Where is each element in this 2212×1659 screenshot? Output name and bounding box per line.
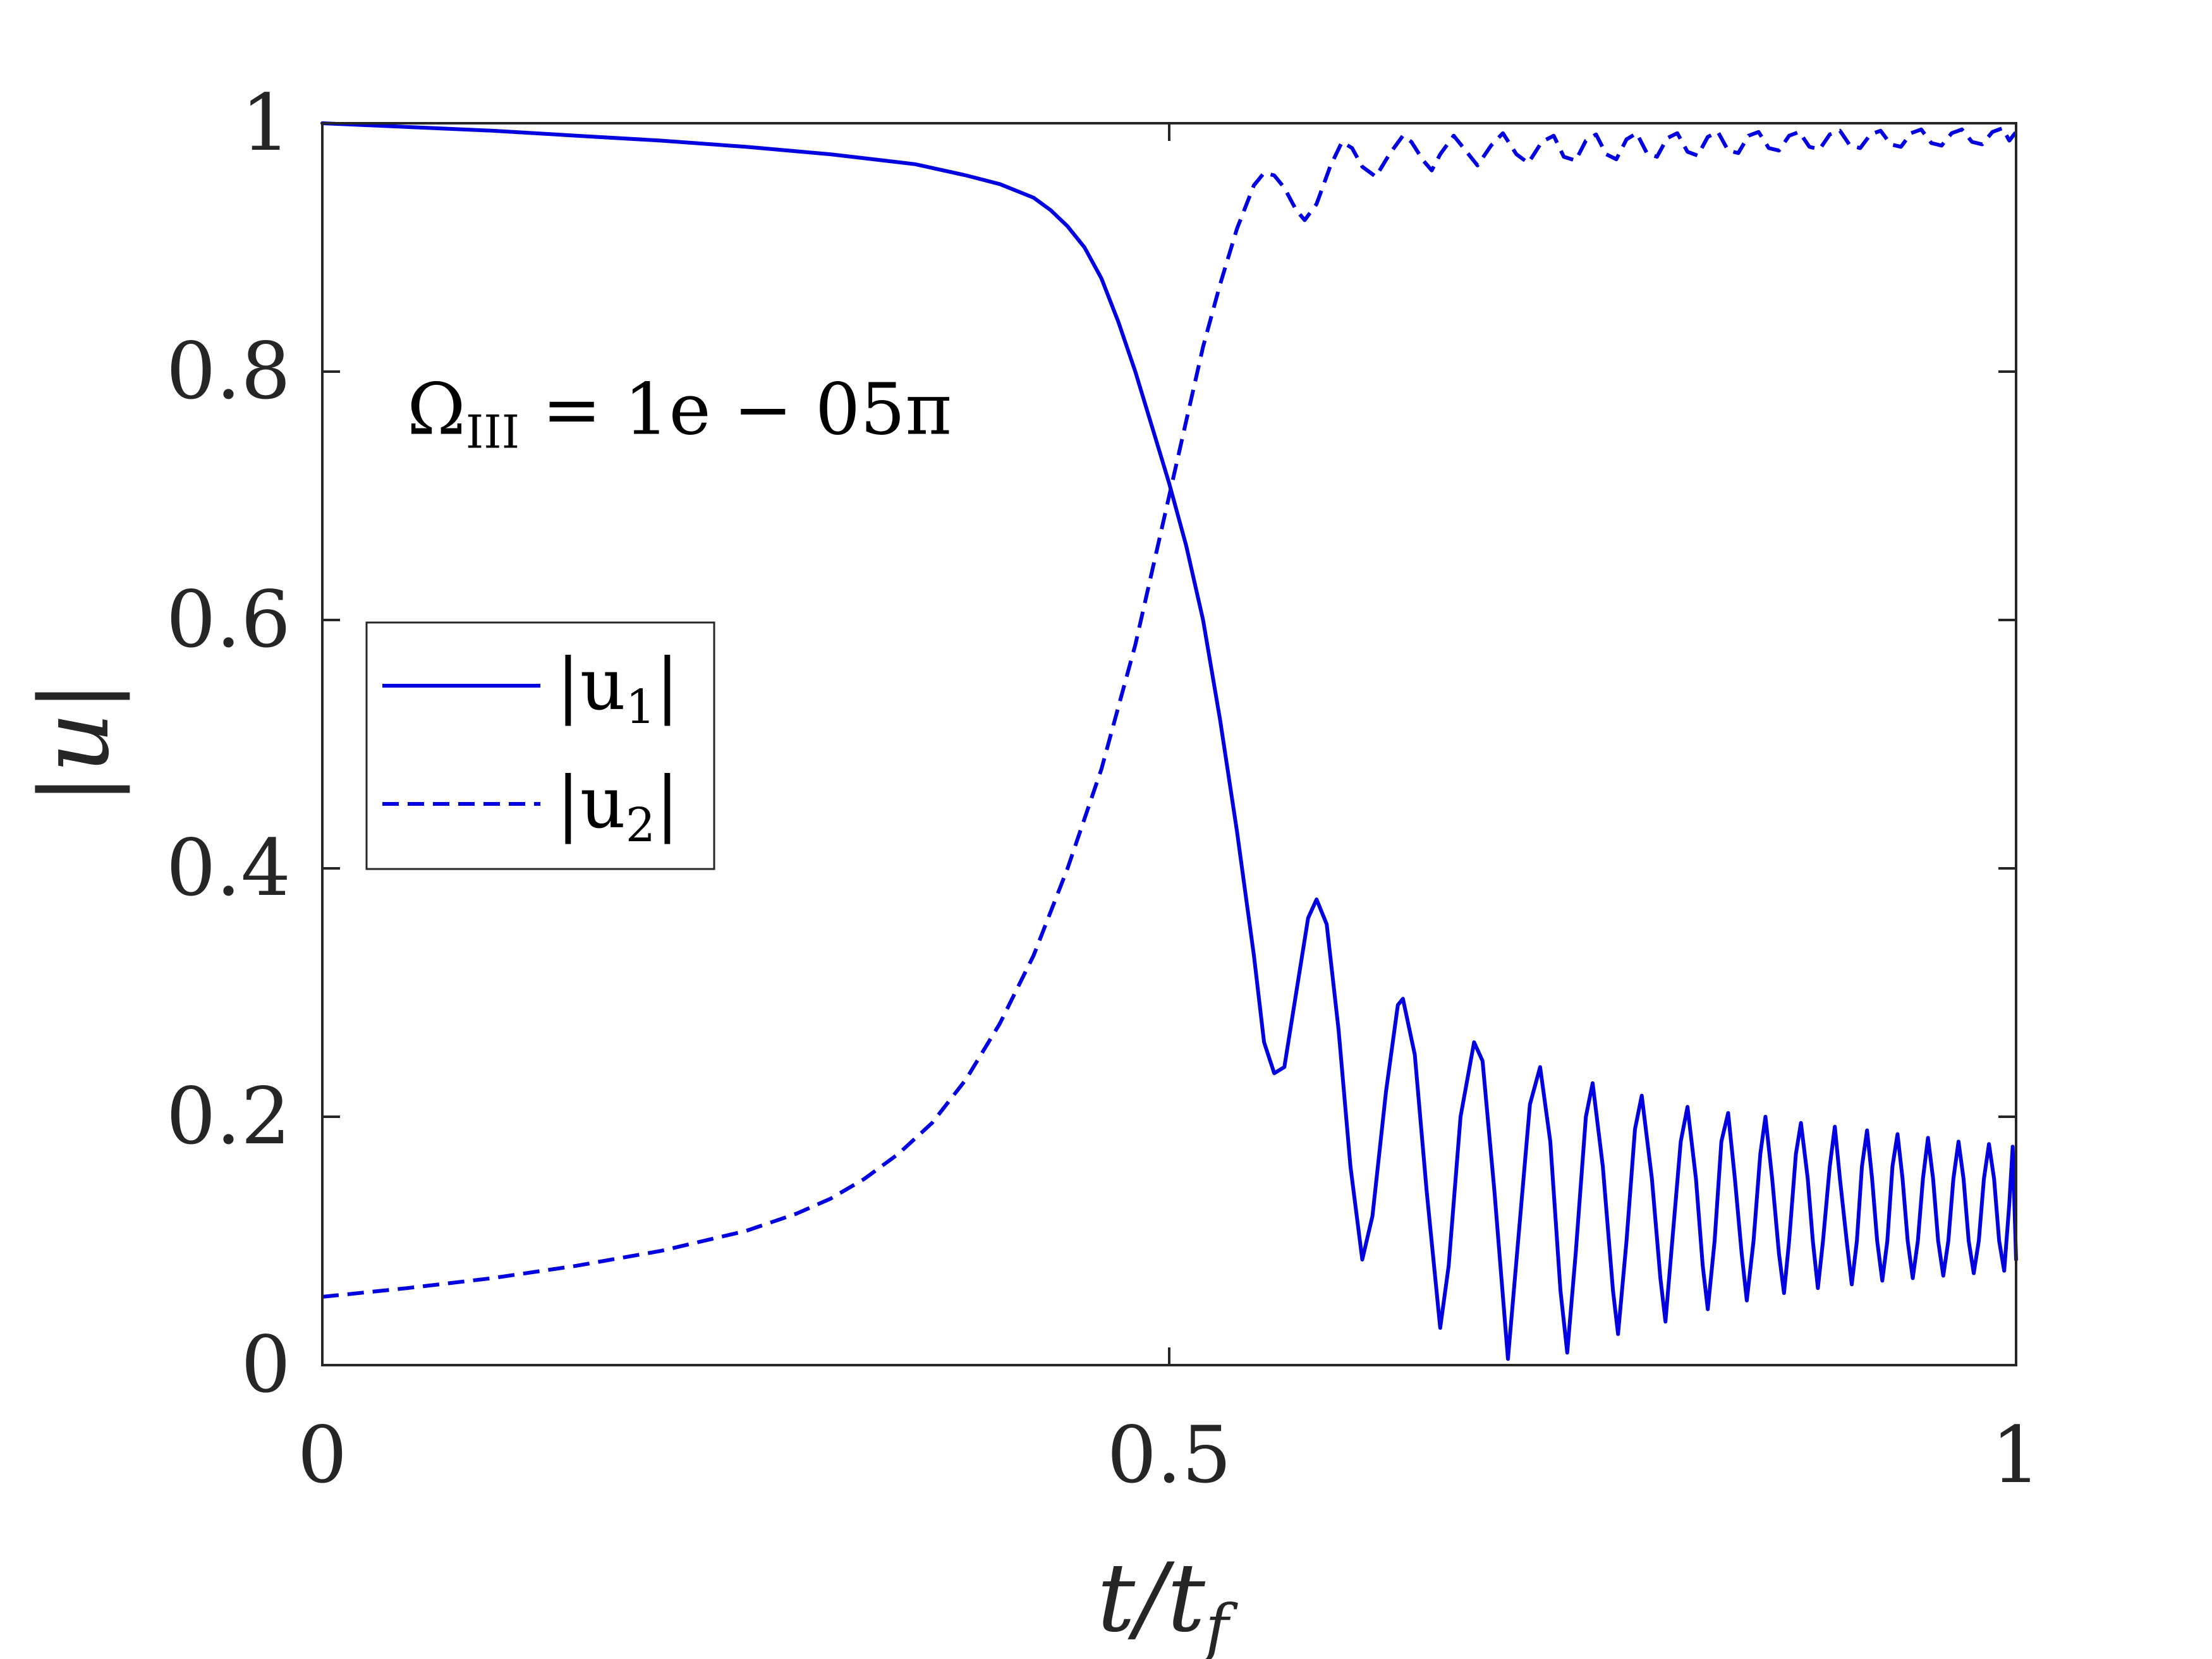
series-line-u2 bbox=[322, 126, 2018, 1299]
x-tick-label: 0 bbox=[298, 1410, 348, 1501]
axes-layer: 0 0.5 1 0 0.2 0.4 0.6 0.8 1 bbox=[166, 78, 2041, 1501]
legend-u1-sub: 1 bbox=[626, 680, 655, 734]
annotation-rest: = 1e − 05π bbox=[520, 368, 952, 451]
annotation-symbol: Ω bbox=[407, 368, 466, 451]
legend-entry-u1: |u1| bbox=[556, 644, 679, 734]
legend-u2-base: |u bbox=[556, 762, 626, 844]
y-tick-label: 0.8 bbox=[166, 326, 291, 417]
y-tick-label: 1 bbox=[241, 78, 291, 169]
legend-entry-u2: |u2| bbox=[556, 762, 679, 853]
legend-u2-sub: 2 bbox=[626, 798, 655, 853]
x-axis-title-main: t/t bbox=[1097, 1543, 1206, 1653]
y-tick-label: 0.4 bbox=[166, 823, 291, 914]
y-tick-label: 0.2 bbox=[166, 1071, 291, 1162]
legend-u1-close: | bbox=[655, 644, 679, 726]
y-tick-label: 0 bbox=[241, 1320, 291, 1411]
x-tick-label: 0.5 bbox=[1107, 1410, 1231, 1501]
series-layer bbox=[320, 121, 2018, 1361]
legend-u2-close: | bbox=[655, 762, 679, 844]
annotation-subscript: III bbox=[466, 405, 520, 458]
x-tick-label: 1 bbox=[1991, 1410, 2041, 1501]
y-tick-label: 0.6 bbox=[166, 574, 291, 665]
legend-box bbox=[365, 621, 715, 870]
legend-u1-base: |u bbox=[556, 644, 626, 726]
series-line-u1 bbox=[320, 121, 2018, 1361]
y-axis-title: |u| bbox=[20, 680, 130, 805]
legend: |u1| |u2| bbox=[365, 621, 715, 870]
omega-annotation: ΩIII = 1e − 05π bbox=[407, 368, 952, 458]
